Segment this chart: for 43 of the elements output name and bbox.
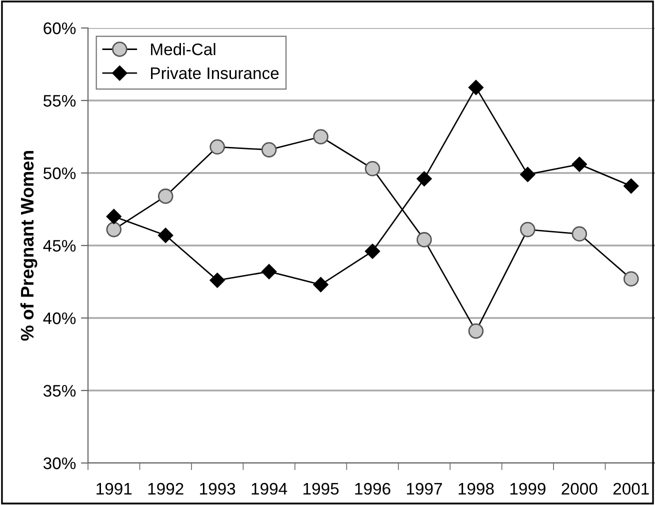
x-tick-label: 2000 bbox=[562, 482, 598, 495]
point bbox=[572, 156, 587, 172]
x-tick-label: 1999 bbox=[510, 482, 546, 495]
point bbox=[364, 161, 380, 176]
legend-label: Medi-Cal bbox=[151, 43, 216, 56]
point bbox=[416, 171, 432, 186]
y-tick-label: 35% bbox=[43, 384, 76, 397]
y-tick-label: 50% bbox=[44, 167, 76, 180]
y-tick-label: 40% bbox=[43, 312, 76, 324]
x-tick-label: 1991 bbox=[96, 482, 132, 495]
y-tick-label: 45% bbox=[43, 240, 76, 252]
x-tick-label: 1994 bbox=[252, 482, 288, 495]
point bbox=[623, 271, 639, 286]
x-tick-label: 1998 bbox=[458, 482, 494, 495]
point bbox=[158, 188, 174, 204]
y-tick-label: 60% bbox=[44, 22, 76, 34]
y-tick-label: 55% bbox=[44, 94, 76, 107]
point bbox=[416, 232, 432, 248]
point bbox=[624, 178, 639, 194]
point bbox=[158, 228, 174, 243]
point bbox=[313, 277, 328, 292]
point bbox=[106, 208, 122, 224]
x-tick-label: 1997 bbox=[406, 482, 442, 495]
point bbox=[520, 166, 536, 182]
point bbox=[261, 142, 277, 158]
x-tick-label: 2001 bbox=[613, 482, 649, 495]
x-tick-label: 1995 bbox=[304, 482, 339, 495]
point bbox=[261, 264, 277, 280]
point bbox=[468, 323, 484, 339]
x-tick-label: 1993 bbox=[200, 482, 236, 495]
point bbox=[106, 222, 122, 238]
x-tick-label: 1992 bbox=[148, 482, 184, 495]
point bbox=[572, 226, 588, 242]
point bbox=[210, 272, 225, 288]
y-tick-label: 30% bbox=[43, 457, 76, 470]
point bbox=[468, 80, 484, 96]
y-axis-title: % of Pregnant Women bbox=[20, 150, 38, 341]
legend-label: Private Insurance bbox=[151, 66, 279, 80]
point bbox=[520, 222, 536, 238]
point bbox=[210, 139, 225, 155]
point bbox=[364, 244, 380, 259]
point bbox=[313, 129, 328, 144]
x-tick-label: 1996 bbox=[355, 482, 390, 495]
